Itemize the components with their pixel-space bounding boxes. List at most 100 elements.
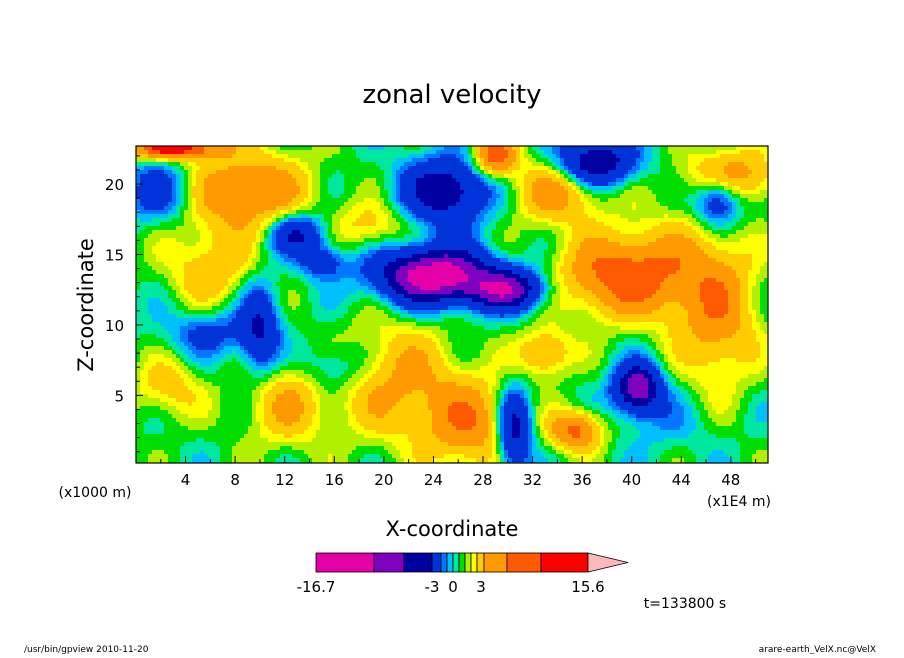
field-cell <box>152 190 157 195</box>
field-cell <box>236 182 241 187</box>
field-cell <box>392 154 397 159</box>
field-cell <box>144 170 149 175</box>
field-cell <box>632 210 637 215</box>
field-cell <box>732 246 737 251</box>
field-cell <box>348 158 353 163</box>
field-cell <box>328 154 333 159</box>
field-cell <box>260 266 265 271</box>
field-cell <box>624 226 629 231</box>
field-cell <box>292 210 297 215</box>
field-cell <box>612 222 617 227</box>
field-cell <box>648 246 653 251</box>
field-cell <box>484 206 489 211</box>
field-cell <box>280 250 285 255</box>
field-cell <box>488 266 493 271</box>
field-cell <box>304 258 309 263</box>
field-cell <box>344 230 349 235</box>
field-cell <box>704 234 709 239</box>
field-cell <box>460 246 465 251</box>
field-cell <box>288 202 293 207</box>
field-cell <box>440 146 445 151</box>
field-cell <box>308 266 313 271</box>
field-cell <box>648 202 653 207</box>
field-cell <box>204 210 209 215</box>
field-cell <box>356 242 361 247</box>
field-cell <box>368 182 373 187</box>
field-cell <box>764 234 768 239</box>
field-cell <box>212 170 217 175</box>
field-cell <box>420 166 425 171</box>
field-cell <box>328 230 333 235</box>
field-cell <box>584 162 589 167</box>
field-cell <box>264 198 269 203</box>
field-cell <box>732 214 737 219</box>
field-cell <box>468 162 473 167</box>
field-cell <box>328 226 333 231</box>
field-cell <box>328 246 333 251</box>
field-cell <box>672 222 677 227</box>
field-cell <box>580 174 585 179</box>
field-cell <box>140 170 145 175</box>
field-cell <box>320 182 325 187</box>
field-cell <box>644 222 649 227</box>
field-cell <box>516 154 521 159</box>
field-cell <box>460 210 465 215</box>
field-cell <box>484 150 489 155</box>
field-cell <box>444 198 449 203</box>
field-cell <box>744 214 749 219</box>
field-cell <box>268 246 273 251</box>
field-cell <box>192 246 197 251</box>
field-cell <box>372 230 377 235</box>
field-cell <box>484 258 489 263</box>
field-cell <box>416 202 421 207</box>
field-cell <box>412 158 417 163</box>
field-cell <box>640 254 645 259</box>
field-cell <box>364 190 369 195</box>
field-cell <box>588 262 593 267</box>
field-cell <box>628 218 633 223</box>
field-cell <box>352 214 357 219</box>
field-cell <box>488 178 493 183</box>
field-cell <box>640 150 645 155</box>
field-cell <box>424 182 429 187</box>
field-cell <box>220 266 225 271</box>
field-cell <box>204 258 209 263</box>
field-cell <box>372 254 377 259</box>
field-cell <box>324 262 329 267</box>
field-cell <box>732 154 737 159</box>
field-cell <box>588 150 593 155</box>
field-cell <box>460 198 465 203</box>
field-cell <box>332 266 337 271</box>
field-cell <box>588 194 593 199</box>
field-cell <box>172 178 177 183</box>
field-cell <box>312 146 317 151</box>
field-cell <box>596 162 601 167</box>
field-cell <box>524 230 529 235</box>
field-cell <box>156 270 161 275</box>
field-cell <box>708 238 713 243</box>
field-cell <box>704 202 709 207</box>
field-cell <box>680 186 685 191</box>
field-cell <box>596 246 601 251</box>
field-cell <box>452 226 457 231</box>
field-cell <box>532 202 537 207</box>
field-cell <box>616 154 621 159</box>
field-cell <box>148 238 153 243</box>
field-cell <box>360 210 365 215</box>
field-cell <box>200 226 205 231</box>
field-cell <box>748 226 753 231</box>
field-cell <box>608 190 613 195</box>
field-cell <box>408 246 413 251</box>
field-cell <box>256 238 261 243</box>
field-cell <box>348 202 353 207</box>
field-cell <box>356 230 361 235</box>
field-cell <box>632 254 637 259</box>
field-cell <box>556 162 561 167</box>
field-cell <box>252 158 257 163</box>
field-cell <box>428 170 433 175</box>
field-cell <box>440 266 445 271</box>
field-cell <box>240 210 245 215</box>
field-cell <box>480 186 485 191</box>
field-cell <box>216 202 221 207</box>
field-cell <box>432 162 437 167</box>
